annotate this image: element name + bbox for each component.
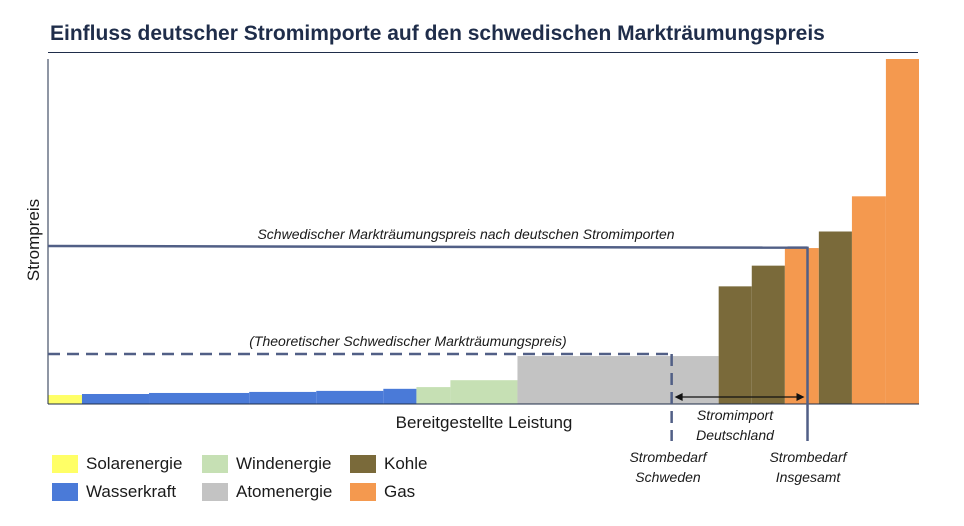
legend-item-hydro: Wasserkraft	[52, 480, 176, 504]
title-divider	[48, 52, 918, 53]
legend-swatch-wind	[202, 455, 228, 473]
price-line-after-import	[47, 244, 788, 249]
bar-solarenergie-1	[48, 395, 82, 404]
legend-label-gas: Gas	[384, 482, 416, 501]
legend-swatch-nuclear	[202, 483, 228, 501]
demand-total-label-line-2: Insgesamt	[776, 469, 842, 485]
overlay-group	[47, 244, 809, 441]
legend-swatch-coal	[350, 455, 376, 473]
legend: Solarenergie Windenergie Kohle Wasserkra…	[52, 452, 472, 512]
demand-total-label-line-1: Strombedarf	[769, 449, 848, 465]
y-axis-label: Strompreis	[24, 199, 43, 281]
import-arrow-head-right	[796, 393, 805, 401]
price-line-theoretical-label: (Theoretischer Schwedischer Markträumung…	[249, 333, 566, 349]
import-label-line-2: Deutschland	[696, 427, 775, 443]
bar-wasserkraft-6	[383, 388, 417, 404]
bar-wasserkraft-3	[149, 392, 250, 404]
legend-item-solar: Solarenergie	[52, 452, 182, 476]
legend-swatch-gas	[350, 483, 376, 501]
bars-group	[48, 59, 919, 404]
import-label-line-1: Stromimport	[697, 407, 774, 423]
legend-item-wind: Windenergie	[202, 452, 331, 476]
bar-windenergie-8	[450, 380, 518, 404]
legend-item-nuclear: Atomenergie	[202, 480, 332, 504]
axes-group	[47, 59, 919, 405]
legend-item-coal: Kohle	[350, 452, 427, 476]
legend-label-solar: Solarenergie	[86, 454, 183, 473]
bar-wasserkraft-2	[81, 393, 150, 404]
legend-label-nuclear: Atomenergie	[236, 482, 333, 501]
price-line-after-import-label: Schwedischer Markträumungspreis nach deu…	[257, 226, 674, 242]
bar-wasserkraft-5	[316, 390, 384, 404]
import-arrow-head-left	[674, 393, 683, 401]
bar-atomenergie-9	[517, 356, 719, 404]
bar-windenergie-7	[416, 387, 451, 404]
bar-gas-15	[885, 59, 919, 404]
bar-gas-14	[851, 196, 886, 404]
bar-wasserkraft-4	[249, 391, 317, 404]
bar-kohle-13	[818, 231, 852, 404]
legend-label-wind: Windenergie	[236, 454, 332, 473]
bar-kohle-11	[751, 265, 785, 404]
legend-label-hydro: Wasserkraft	[86, 482, 177, 501]
x-axis-label: Bereitgestellte Leistung	[396, 413, 573, 432]
demand-sweden-label-line-2: Schweden	[635, 469, 701, 485]
chart-title: Einfluss deutscher Stromimporte auf den …	[50, 22, 825, 45]
legend-swatch-hydro	[52, 483, 78, 501]
bar-gas-12	[784, 248, 819, 404]
legend-item-gas: Gas	[350, 480, 415, 504]
legend-swatch-solar	[52, 455, 78, 473]
bar-kohle-10	[718, 286, 752, 404]
legend-label-coal: Kohle	[384, 454, 428, 473]
labels-group: Schwedischer Markträumungspreis nach deu…	[24, 199, 849, 485]
demand-sweden-label-line-1: Strombedarf	[629, 449, 708, 465]
